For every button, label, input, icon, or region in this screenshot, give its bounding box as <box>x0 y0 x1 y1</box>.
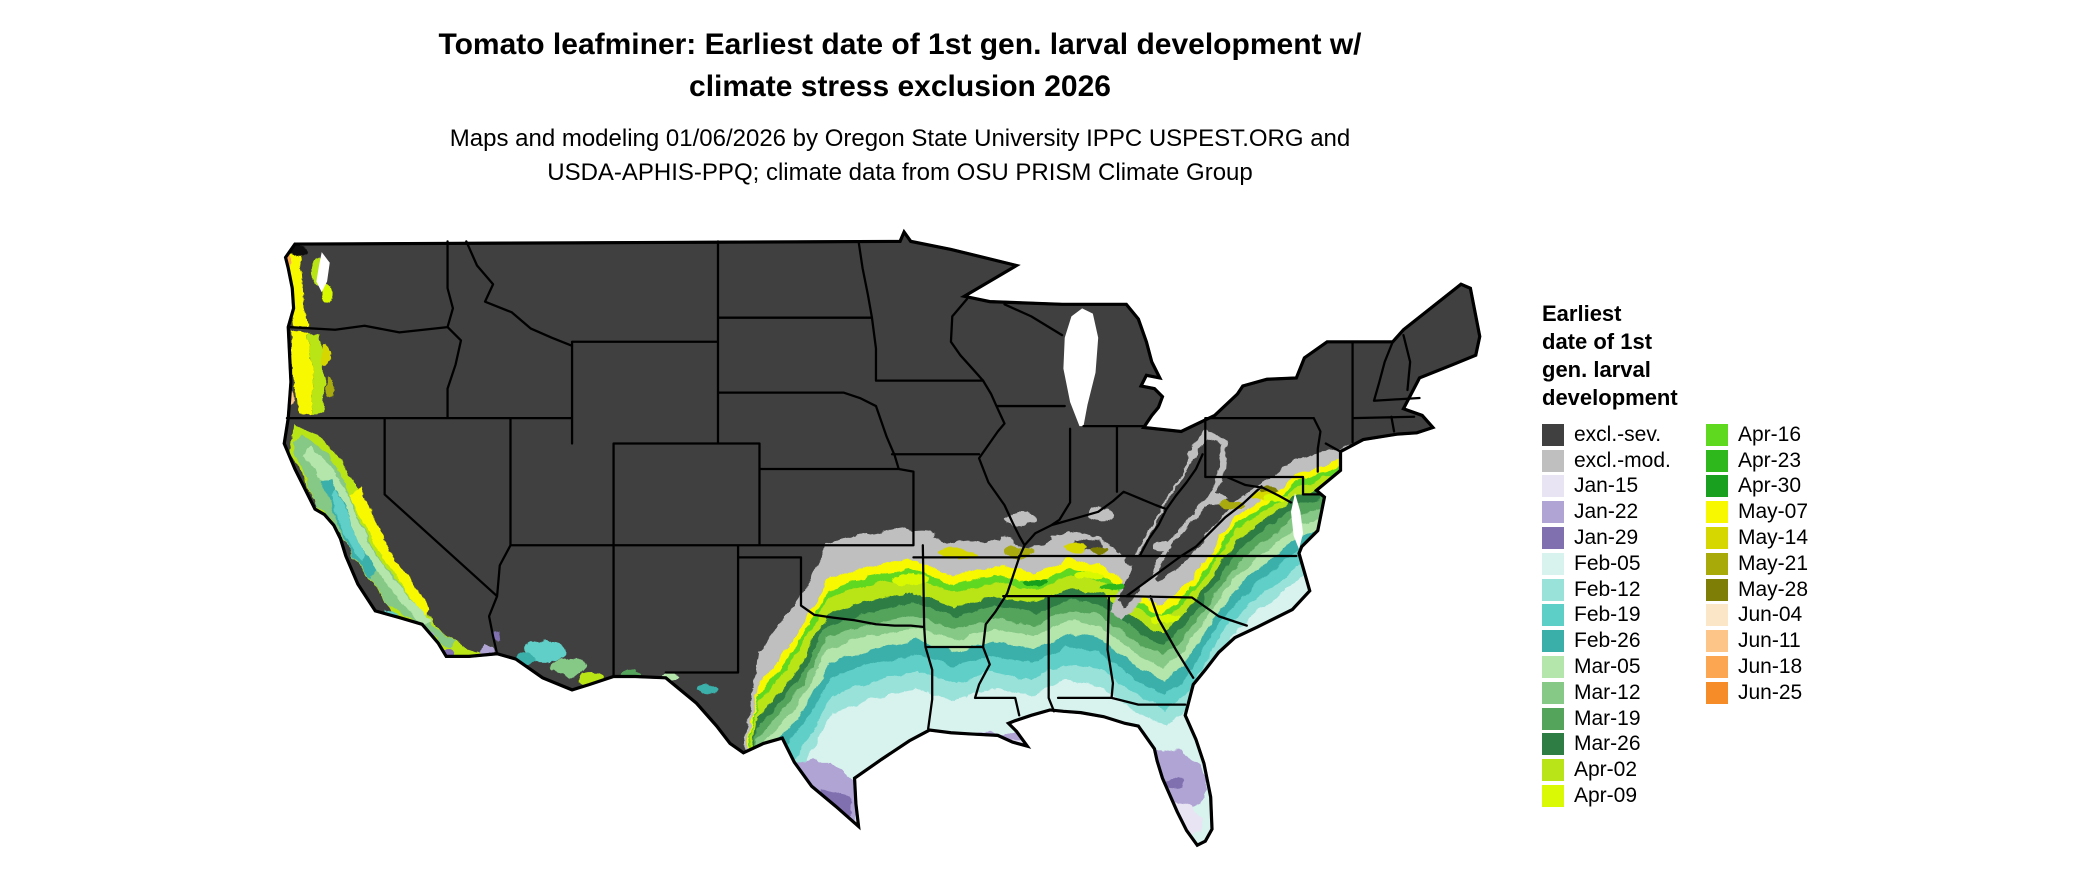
legend-label: Jan-22 <box>1574 500 1639 524</box>
legend-row: Feb-19 <box>1542 603 1671 629</box>
legend-swatch <box>1706 578 1728 601</box>
legend-row: Jun-11 <box>1706 628 1808 654</box>
legend-swatch <box>1706 449 1728 472</box>
legend-title-line: gen. larval <box>1542 356 1651 382</box>
page-subtitle-line1: Maps and modeling 01/06/2026 by Oregon S… <box>449 125 1351 152</box>
legend-swatch <box>1542 785 1564 808</box>
legend-row: Jun-25 <box>1706 680 1808 706</box>
chesapeake-bay <box>1290 493 1304 550</box>
legend-row: Feb-12 <box>1542 577 1671 603</box>
legend-row: May-21 <box>1706 551 1808 577</box>
legend-title-line: date of 1st <box>1542 328 1653 354</box>
us-map <box>282 228 1482 848</box>
legend-swatch <box>1542 656 1564 679</box>
legend-swatch <box>1706 423 1728 446</box>
page-title: Tomato leafminer: Earliest date of 1st g… <box>150 24 1650 108</box>
legend-swatch <box>1542 733 1564 756</box>
legend-row: Jan-22 <box>1542 499 1671 525</box>
legend-label: May-14 <box>1738 526 1809 550</box>
legend-label: excl.-mod. <box>1574 448 1671 472</box>
page-title-line2: climate stress exclusion 2026 <box>689 70 1111 103</box>
legend-column-2: Apr-16 Apr-23 Apr-30 May-07 May-14 May-21 May-… <box>1706 422 1808 706</box>
legend-swatch <box>1542 630 1564 653</box>
legend-swatch <box>1542 501 1564 524</box>
lake-michigan <box>1063 308 1099 427</box>
legend-label: May-28 <box>1738 577 1809 601</box>
lakes <box>316 252 1304 550</box>
legend-swatch <box>1542 423 1564 446</box>
page-subtitle-line2: USDA-APHIS-PPQ; climate data from OSU PR… <box>547 158 1253 186</box>
legend-row: Mar-05 <box>1542 654 1671 680</box>
legend-row: Jan-15 <box>1542 474 1671 500</box>
legend-label: Mar-12 <box>1574 680 1641 704</box>
legend-swatch <box>1706 630 1728 653</box>
legend-label: Apr-02 <box>1574 758 1638 782</box>
legend-label: Apr-23 <box>1738 448 1802 472</box>
legend-row: Jun-18 <box>1706 654 1808 680</box>
legend-row: Feb-05 <box>1542 551 1671 577</box>
legend-swatch <box>1542 681 1564 704</box>
legend-label: Mar-19 <box>1574 706 1641 730</box>
legend-label: Feb-05 <box>1574 551 1641 575</box>
legend-row: May-14 <box>1706 525 1808 551</box>
legend-title-line: development <box>1542 384 1678 410</box>
legend-swatch <box>1542 604 1564 627</box>
us-outline <box>282 228 1482 848</box>
legend-swatch <box>1542 527 1564 550</box>
legend-swatch <box>1706 656 1728 679</box>
legend-row: May-07 <box>1706 499 1808 525</box>
legend-row: Jan-29 <box>1542 525 1671 551</box>
legend-swatch <box>1706 681 1728 704</box>
legend-label: Jan-15 <box>1574 474 1639 498</box>
legend-label: Apr-09 <box>1574 784 1638 808</box>
legend-label: May-21 <box>1738 551 1809 575</box>
legend-title: Earliest date of 1st gen. larval develop… <box>1542 300 1678 412</box>
legend-swatch <box>1542 449 1564 472</box>
legend-swatch <box>1542 552 1564 575</box>
legend-title-line: Earliest <box>1542 301 1622 326</box>
legend-swatch <box>1542 475 1564 498</box>
legend-row: excl.-mod. <box>1542 448 1671 474</box>
legend-swatch <box>1706 475 1728 498</box>
legend-label: Jun-18 <box>1738 655 1803 679</box>
us-map-figure <box>281 228 1487 884</box>
legend-label: Feb-12 <box>1574 577 1641 601</box>
legend-row: Jun-04 <box>1706 603 1808 629</box>
legend-label: Jun-25 <box>1738 680 1803 704</box>
legend-row: Apr-30 <box>1706 474 1808 500</box>
legend-row: excl.-sev. <box>1542 422 1671 448</box>
legend-row: Mar-12 <box>1542 680 1671 706</box>
legend-row: Apr-09 <box>1542 783 1671 809</box>
legend-swatch <box>1542 578 1564 601</box>
page-subtitle: Maps and modeling 01/06/2026 by Oregon S… <box>150 122 1650 189</box>
legend-label: May-07 <box>1738 500 1809 524</box>
legend-label: Feb-26 <box>1574 629 1641 653</box>
legend-label: Mar-26 <box>1574 732 1641 756</box>
legend-swatch <box>1542 759 1564 782</box>
legend-row: Mar-19 <box>1542 706 1671 732</box>
legend-label: Jan-29 <box>1574 526 1639 550</box>
legend-swatch <box>1706 604 1728 627</box>
legend-row: May-28 <box>1706 577 1808 603</box>
legend-swatch <box>1542 707 1564 730</box>
legend-row: Apr-02 <box>1542 757 1671 783</box>
state-borders <box>285 240 1421 730</box>
legend-label: Jun-11 <box>1738 629 1801 653</box>
legend-label: Jun-04 <box>1738 603 1803 627</box>
legend-swatch <box>1706 501 1728 524</box>
legend-label: Apr-16 <box>1738 422 1802 446</box>
legend-label: Apr-30 <box>1738 474 1802 498</box>
page-title-line1: Tomato leafminer: Earliest date of 1st g… <box>438 28 1362 61</box>
legend-label: excl.-sev. <box>1574 422 1662 446</box>
legend-swatch <box>1706 527 1728 550</box>
legend-row: Apr-16 <box>1706 422 1808 448</box>
legend-label: Mar-05 <box>1574 655 1641 679</box>
legend-row: Mar-26 <box>1542 732 1671 758</box>
legend-swatch <box>1706 552 1728 575</box>
legend-row: Feb-26 <box>1542 628 1671 654</box>
legend-label: Feb-19 <box>1574 603 1641 627</box>
legend-column-1: excl.-sev. excl.-mod. Jan-15 Jan-22 Jan-29 Fe… <box>1542 422 1671 809</box>
legend-row: Apr-23 <box>1706 448 1808 474</box>
